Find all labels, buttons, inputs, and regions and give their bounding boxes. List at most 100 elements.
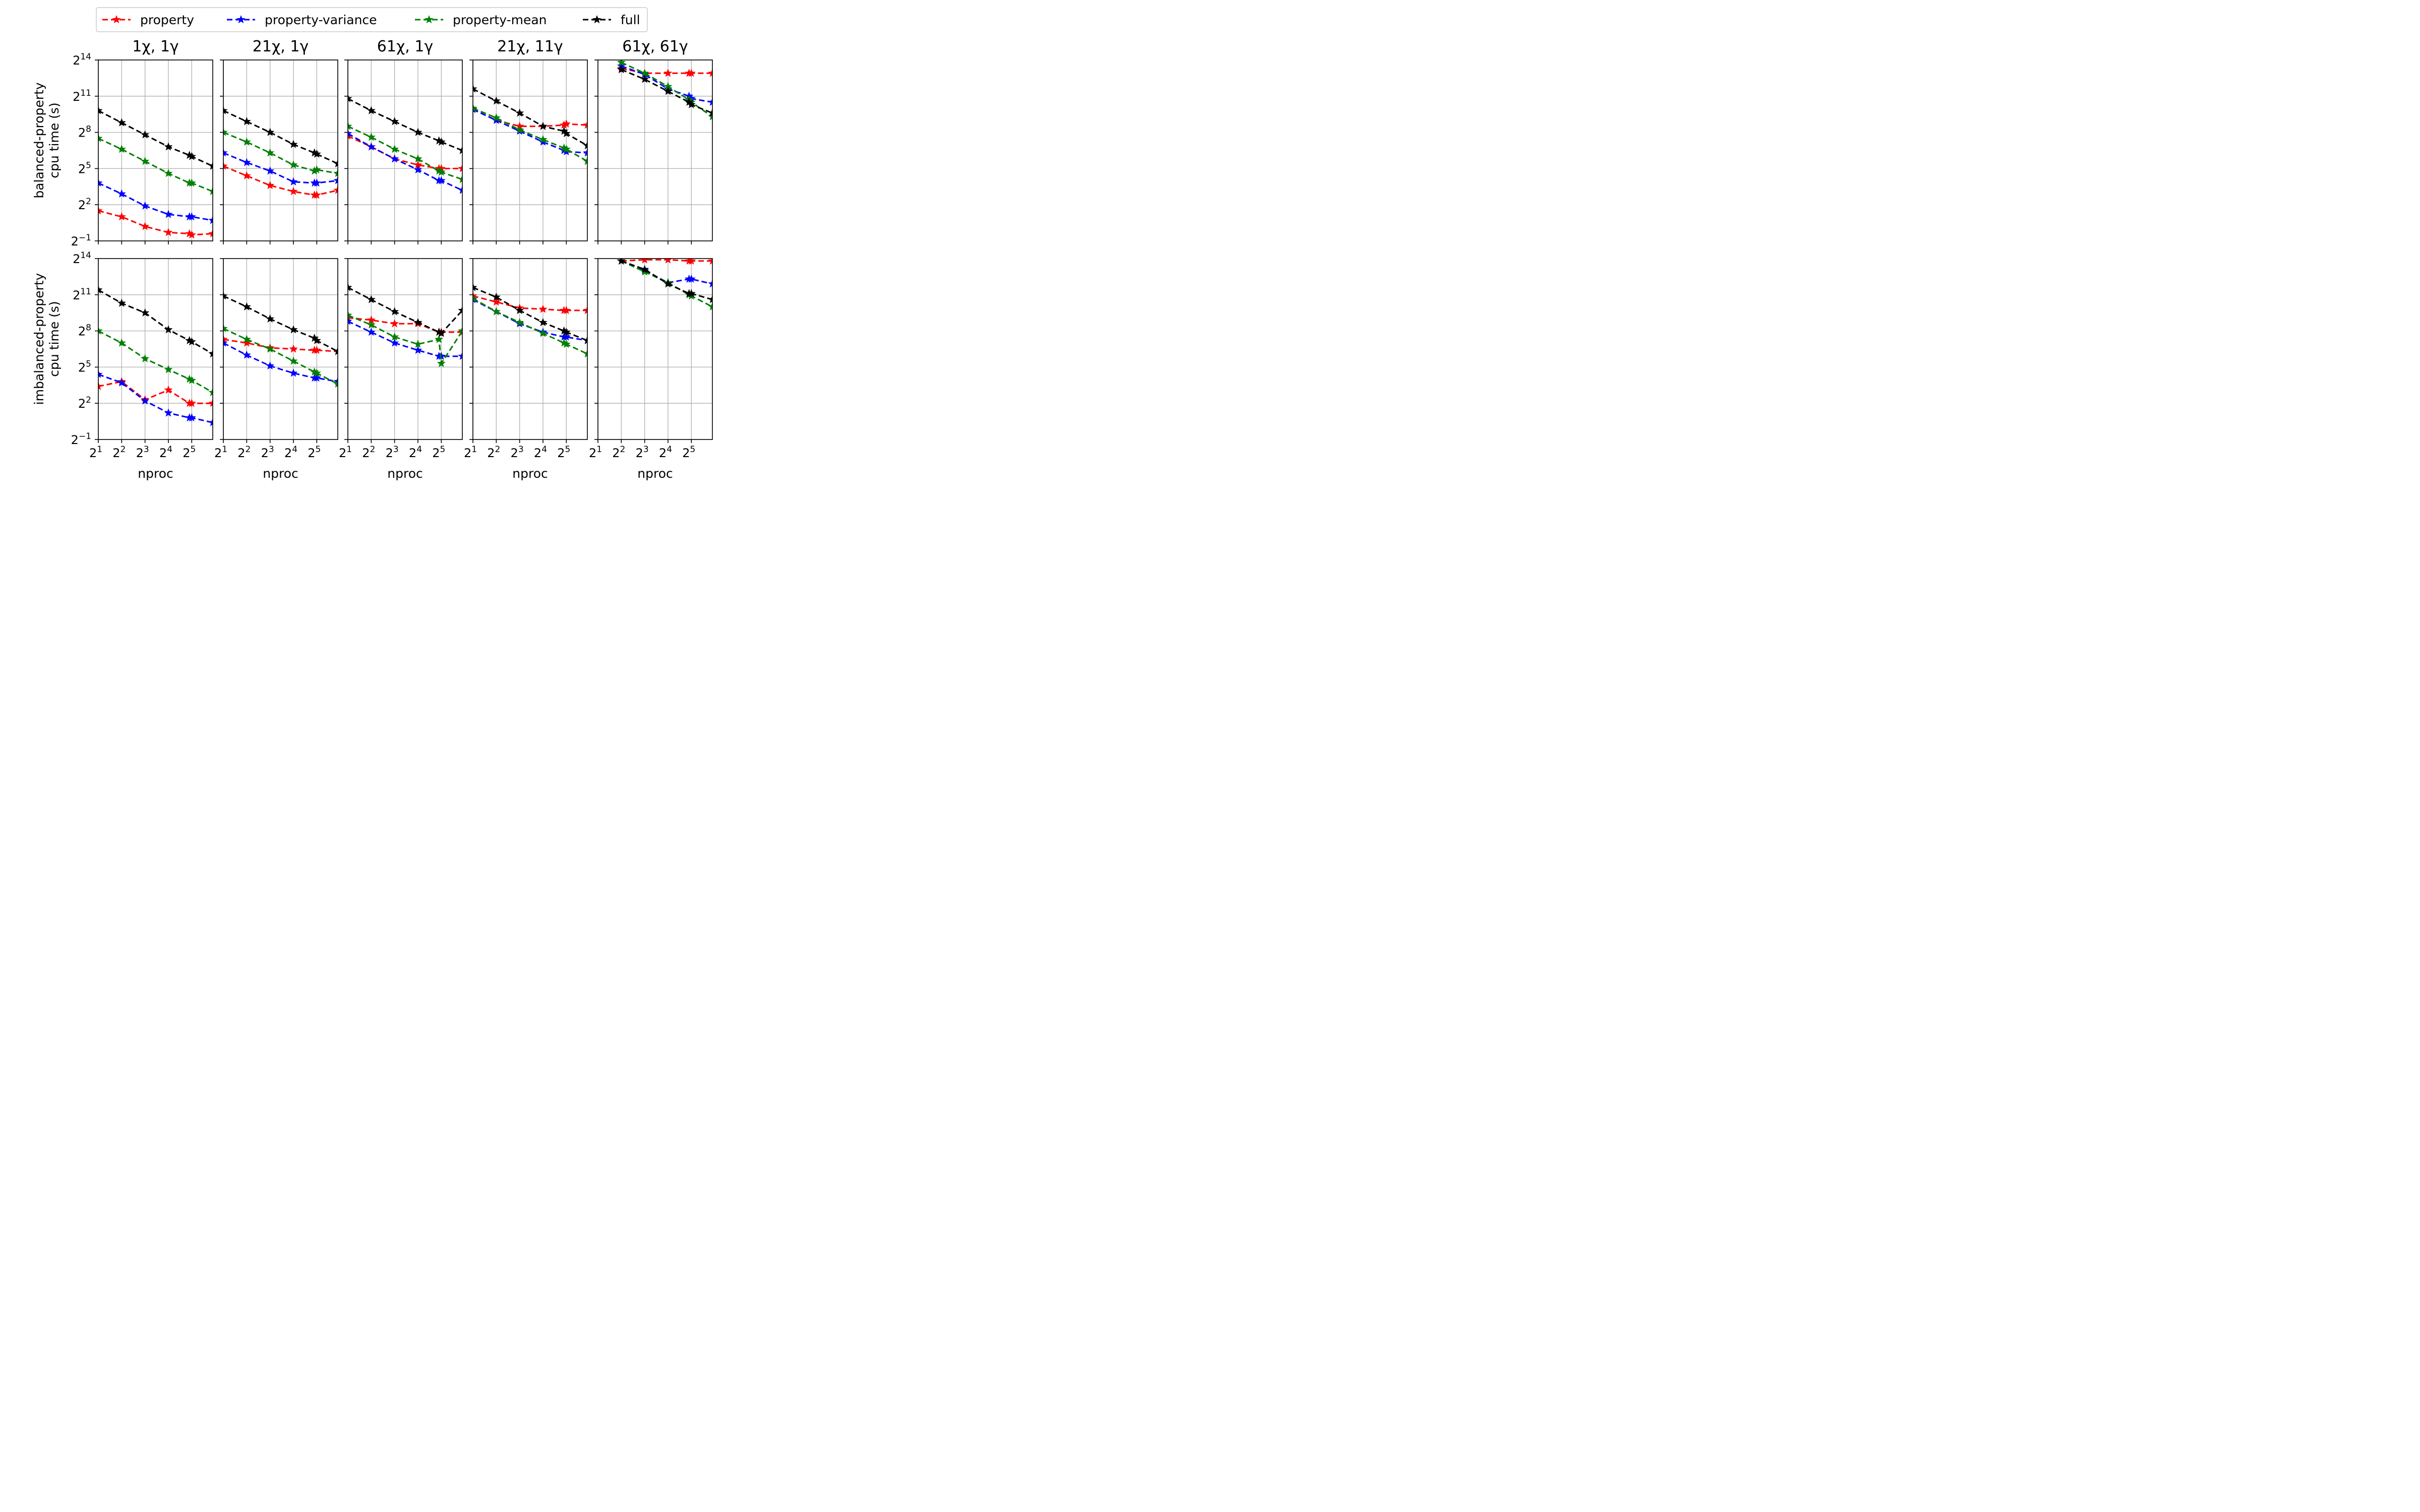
data-point-full	[687, 100, 696, 108]
x-tick-label: 22	[612, 445, 625, 460]
data-point-property	[458, 164, 462, 172]
legend-swatch-star-icon	[592, 15, 601, 24]
data-point-property-variance	[708, 97, 712, 106]
panel-frame	[98, 59, 213, 241]
data-point-property	[708, 259, 712, 265]
data-point-property-mean	[98, 134, 103, 142]
data-point-property-mean	[562, 339, 571, 348]
panel-title: 61χ, 1γ	[377, 38, 433, 55]
data-point-full	[663, 87, 673, 95]
data-point-property	[663, 259, 673, 264]
y-axis-label: balanced-property	[32, 82, 46, 199]
data-point-property-mean	[560, 338, 569, 347]
x-tick-label: 22	[237, 445, 251, 460]
series-line-property-mean	[473, 297, 587, 355]
data-point-full	[164, 325, 173, 334]
data-point-property	[208, 229, 213, 237]
data-point-property-mean	[266, 148, 275, 157]
data-point-full	[473, 84, 477, 93]
data-point-full	[187, 337, 196, 346]
data-point-property-mean	[289, 160, 298, 169]
data-point-property	[187, 399, 196, 407]
panel-r0-c0: 214 211 28 25 22 2−1 1χ, 1γ	[71, 38, 213, 248]
data-point-property-mean	[187, 375, 196, 385]
data-point-property	[390, 319, 399, 328]
data-point-property-mean	[367, 320, 376, 329]
data-point-property-variance	[560, 146, 569, 154]
data-point-property	[562, 305, 571, 314]
data-point-full	[413, 318, 422, 327]
data-point-property-mean	[242, 137, 251, 146]
data-point-property-variance	[390, 154, 399, 163]
data-point-property-mean	[187, 178, 196, 187]
data-point-property-variance	[117, 189, 126, 198]
data-point-full	[312, 149, 321, 158]
series-line-property-mean	[223, 328, 338, 385]
data-point-property-variance	[242, 350, 251, 359]
x-axis-label: nproc	[138, 466, 173, 481]
panel-frame	[597, 59, 713, 241]
data-point-property-mean	[390, 332, 399, 341]
data-point-full	[663, 279, 673, 288]
data-point-full	[492, 96, 501, 105]
y-axis-label: imbalanced-property	[32, 273, 46, 405]
data-point-full	[333, 159, 338, 168]
panel-title: 61χ, 61γ	[622, 38, 688, 55]
panel-r1-c0: 214 211 28 25 22 2−121 22 23 24 25 nproc	[71, 250, 213, 481]
data-point-property-mean	[538, 329, 548, 337]
data-point-property-variance	[164, 210, 173, 218]
data-point-property-mean	[266, 344, 275, 353]
data-point-property-variance	[367, 142, 376, 151]
panel-frame	[472, 59, 588, 241]
data-point-property-mean	[458, 326, 462, 335]
panel-r1-c3: 21 22 23 24 25 nproc	[464, 258, 588, 481]
data-point-full	[458, 305, 462, 314]
data-point-property-mean	[708, 302, 712, 311]
data-point-property	[164, 228, 173, 236]
legend-swatch-star-icon	[236, 15, 246, 24]
x-axis-label: nproc	[263, 466, 298, 481]
data-point-property-mean	[437, 359, 446, 367]
data-point-property-mean	[515, 125, 524, 134]
data-point-property-mean	[413, 154, 422, 163]
y-tick-label: 211	[73, 287, 91, 302]
panel-title: 21χ, 1γ	[253, 38, 309, 55]
x-tick-label: 25	[308, 445, 321, 460]
data-point-full	[208, 161, 213, 170]
legend-swatch-star-icon	[112, 15, 121, 24]
x-axis-label: nproc	[512, 466, 548, 481]
x-tick-label: 21	[89, 445, 102, 460]
data-point-property-variance	[208, 216, 213, 224]
data-point-full	[492, 292, 501, 301]
series-group	[348, 283, 462, 367]
series-line-property-mean	[98, 138, 213, 193]
data-point-property-variance	[266, 166, 275, 175]
data-point-property	[266, 180, 275, 190]
x-tick-label: 23	[136, 445, 149, 460]
data-point-full	[413, 128, 422, 136]
data-point-full	[141, 308, 150, 317]
x-tick-label: 24	[659, 445, 672, 460]
data-point-property-mean	[333, 168, 338, 177]
data-point-full	[473, 283, 477, 291]
series-group	[617, 259, 712, 311]
data-point-property-variance	[164, 408, 173, 417]
data-point-property	[289, 344, 298, 353]
data-point-property-mean	[458, 174, 462, 183]
data-point-property-variance	[141, 396, 150, 405]
data-point-full	[458, 146, 462, 154]
data-point-property	[98, 382, 103, 390]
data-point-property	[583, 305, 587, 314]
panel-r1-c4: 21 22 23 24 25 nproc	[589, 258, 713, 481]
series-group	[98, 106, 213, 239]
data-point-full	[583, 141, 587, 150]
series-line-property-variance	[223, 152, 338, 184]
x-tick-label: 23	[386, 445, 399, 460]
data-point-property-mean	[640, 267, 649, 276]
y-tick-label: 214	[73, 250, 91, 266]
data-point-property-variance	[289, 177, 298, 186]
data-point-property-mean	[617, 60, 626, 67]
data-point-property-mean	[312, 165, 321, 174]
data-point-property-mean	[185, 374, 194, 383]
data-point-property-variance	[413, 345, 422, 354]
